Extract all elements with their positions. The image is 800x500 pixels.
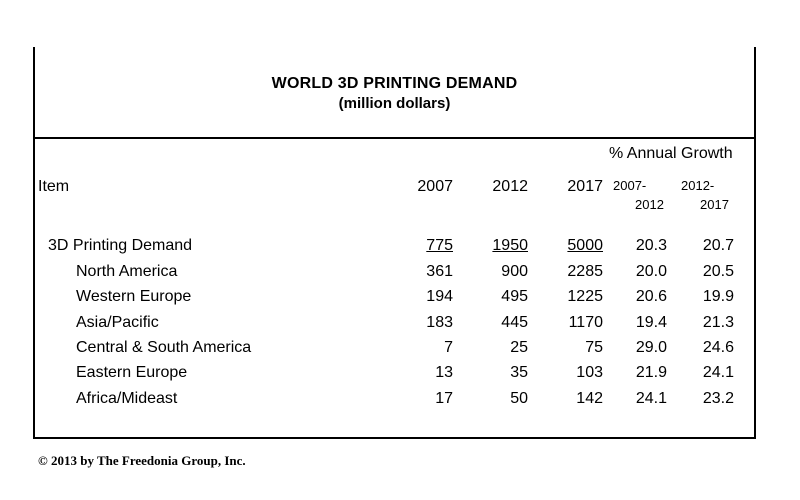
row-growth-2012-2017: 19.9 [702, 288, 734, 305]
row-value-2017: 1225 [567, 288, 603, 305]
column-header-item: Item [38, 178, 70, 195]
column-header-growth2-bottom: 2017 [700, 197, 729, 212]
row-value-2007: 13 [435, 364, 453, 381]
row-value-2012: 25 [510, 339, 528, 356]
row-item-label: Asia/Pacific [76, 314, 159, 331]
row-value-2017: 103 [576, 364, 603, 381]
column-header-growth2-top: 2012- [681, 178, 715, 193]
row-growth-2012-2017: 24.1 [702, 364, 734, 381]
row-value-2012: 495 [501, 288, 528, 305]
row-growth-2007-2012: 20.3 [635, 237, 667, 254]
row-value-2017: 142 [576, 390, 603, 407]
row-value-2017: 1170 [568, 314, 603, 331]
row-item-label: Eastern Europe [76, 364, 188, 381]
row-value-2007: 7 [444, 339, 453, 356]
column-header-2007: 2007 [417, 178, 453, 195]
column-header-growth1-bottom: 2012 [635, 197, 664, 212]
column-header-2017: 2017 [567, 178, 603, 195]
table-frame: WORLD 3D PRINTING DEMAND (million dollar… [33, 47, 756, 439]
column-header-growth1-top: 2007- [613, 178, 647, 193]
row-growth-2012-2017: 23.2 [702, 390, 734, 407]
row-growth-2012-2017: 20.7 [702, 237, 734, 254]
growth-header: % Annual Growth [609, 145, 733, 162]
row-item-label: North America [76, 263, 178, 280]
column-header-2012: 2012 [492, 178, 528, 195]
row-value-2007: 361 [426, 263, 453, 280]
row-growth-2012-2017: 20.5 [702, 263, 734, 280]
title-block: WORLD 3D PRINTING DEMAND (million dollar… [35, 47, 754, 139]
row-value-2017: 5000 [567, 237, 603, 254]
row-growth-2007-2012: 29.0 [635, 339, 667, 356]
row-value-2007: 775 [426, 237, 453, 254]
row-growth-2007-2012: 20.0 [635, 263, 667, 280]
row-value-2012: 900 [501, 263, 528, 280]
row-growth-2007-2012: 19.4 [635, 314, 667, 331]
row-value-2012: 50 [510, 390, 528, 407]
row-value-2017: 2285 [567, 263, 603, 280]
row-item-label: Western Europe [76, 288, 192, 305]
row-value-2017: 75 [585, 339, 603, 356]
row-growth-2007-2012: 24.1 [635, 390, 667, 407]
row-value-2012: 445 [501, 314, 528, 331]
row-value-2007: 194 [426, 288, 453, 305]
row-growth-2012-2017: 24.6 [702, 339, 734, 356]
row-growth-2007-2012: 20.6 [635, 288, 667, 305]
table-title: WORLD 3D PRINTING DEMAND [271, 75, 518, 92]
row-growth-2012-2017: 21.3 [702, 314, 734, 331]
row-item-label: Africa/Mideast [76, 390, 178, 407]
row-growth-2007-2012: 21.9 [635, 364, 667, 381]
table-subtitle: (million dollars) [338, 95, 451, 112]
row-value-2007: 183 [426, 314, 453, 331]
row-value-2012: 1950 [492, 237, 528, 254]
row-item-label: Central & South America [76, 339, 252, 356]
copyright-footer: © 2013 by The Freedonia Group, Inc. [38, 453, 246, 468]
row-value-2007: 17 [435, 390, 453, 407]
row-value-2012: 35 [510, 364, 528, 381]
row-item-label: 3D Printing Demand [48, 237, 193, 254]
